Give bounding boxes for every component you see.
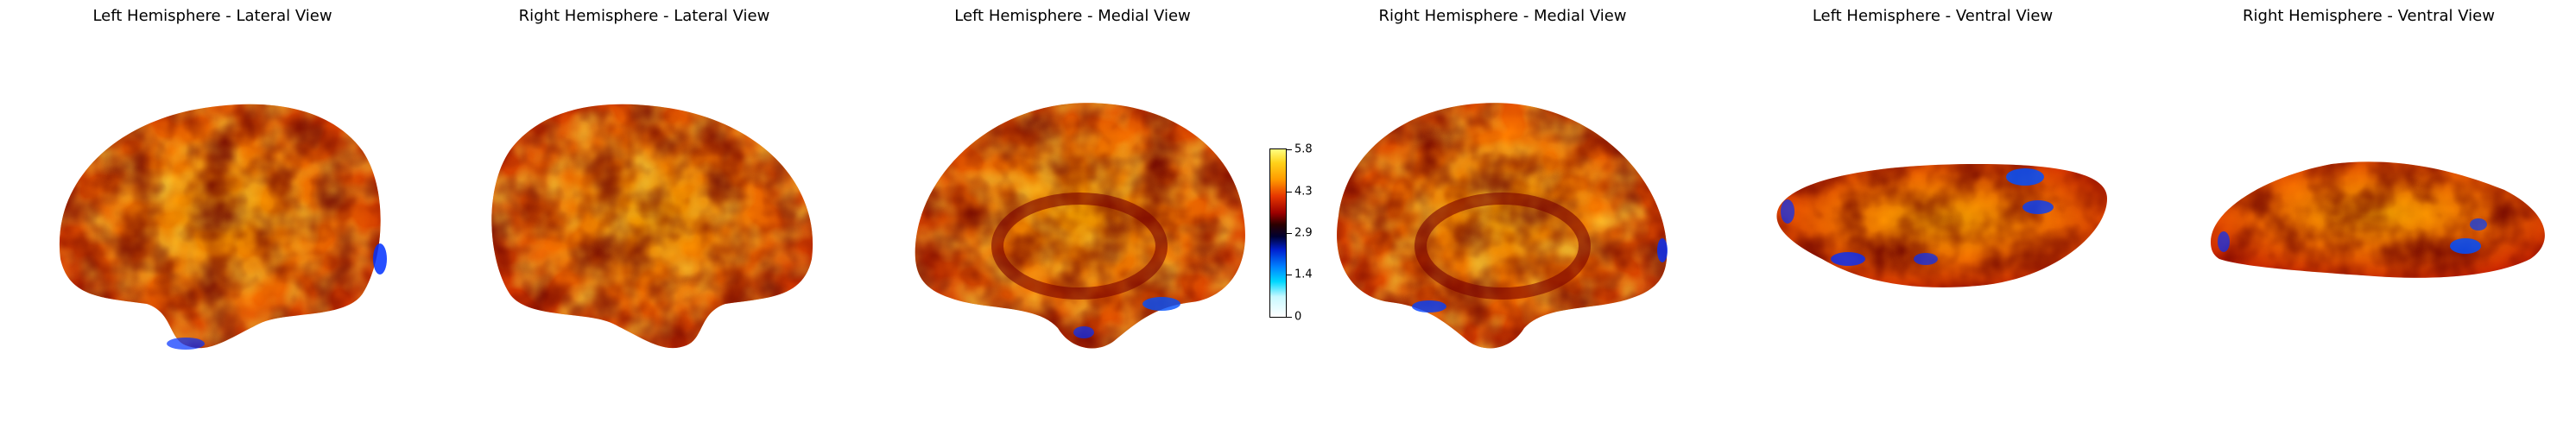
colorbar-label-min: 0 bbox=[1294, 310, 1302, 324]
panel-title-right-lateral: Right Hemisphere - Lateral View bbox=[518, 7, 770, 25]
left-medial-brain bbox=[915, 103, 1245, 349]
right-ventral-brain bbox=[2211, 161, 2545, 278]
left-ventral-brain bbox=[1776, 164, 2107, 287]
panel-title-left-ventral: Left Hemisphere - Ventral View bbox=[1812, 7, 2054, 25]
colorbar bbox=[1269, 148, 1287, 318]
colorbar-tick bbox=[1287, 233, 1292, 234]
colorbar-tick bbox=[1287, 149, 1292, 150]
colorbar-label-max: 5.8 bbox=[1294, 142, 1313, 156]
right-medial-brain bbox=[1337, 103, 1668, 349]
colorbar-label-mid: 2.9 bbox=[1294, 226, 1313, 240]
colorbar-label-high: 4.3 bbox=[1294, 185, 1313, 199]
right-lateral-brain bbox=[491, 104, 813, 349]
colorbar-tick bbox=[1287, 192, 1292, 193]
colorbar-label-low: 1.4 bbox=[1294, 268, 1313, 281]
panel-title-left-lateral: Left Hemisphere - Lateral View bbox=[92, 7, 332, 25]
panel-title-right-medial: Right Hemisphere - Medial View bbox=[1378, 7, 1627, 25]
panel-title-right-ventral: Right Hemisphere - Ventral View bbox=[2243, 7, 2495, 25]
panel-title-left-medial: Left Hemisphere - Medial View bbox=[954, 7, 1191, 25]
left-lateral-brain bbox=[59, 104, 387, 350]
colorbar-tick bbox=[1287, 317, 1292, 318]
